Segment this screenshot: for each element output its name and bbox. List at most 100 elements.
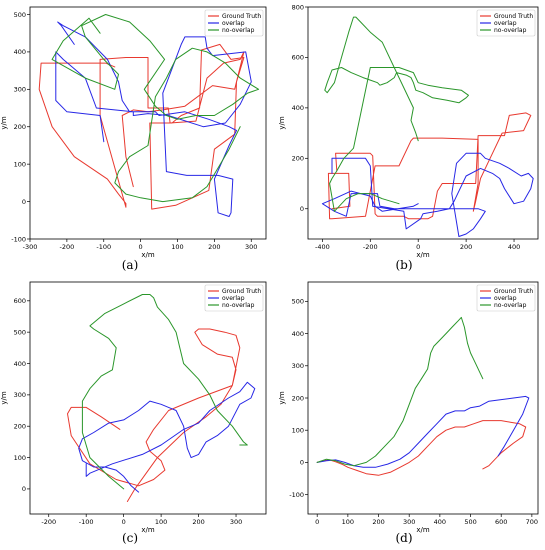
- y-tick-label: 400: [292, 104, 304, 112]
- series-line-overlap: [78, 381, 256, 493]
- x-tick-label: 200: [192, 518, 204, 526]
- x-tick-label: 300: [245, 243, 257, 251]
- legend-label-ground-truth: Ground Truth: [494, 288, 533, 295]
- y-tick-label: 100: [292, 427, 304, 435]
- y-tick-label: -100: [289, 491, 304, 499]
- y-tick-label: 800: [292, 3, 304, 11]
- series-line-overlap: [55, 21, 252, 217]
- plot-frame: [307, 6, 539, 240]
- caption-b: (b): [395, 258, 413, 272]
- plot-frame: [29, 281, 267, 515]
- x-tick-label: -300: [23, 243, 38, 251]
- legend-box: [476, 284, 536, 312]
- y-tick-label: -100: [11, 235, 26, 243]
- y-tick-label: 200: [292, 155, 304, 163]
- x-tick-label: 300: [230, 518, 242, 526]
- x-tick-label: 700: [526, 518, 538, 526]
- chart-panel-a: -300 -200 -100 0 100 200 300 -100 0 100 200 300 400 5…: [0, 0, 272, 275]
- legend-label-overlap: overlap: [222, 20, 245, 27]
- legend-box: [476, 9, 536, 37]
- chart-panel-b: -400 -200 0 200 400 0 200 400 600 800 x/m y/m Ground…: [272, 0, 545, 275]
- legend-label-overlap: overlap: [222, 295, 245, 302]
- series-line-overlap: [321, 152, 534, 237]
- y-tick-label: 100: [14, 160, 26, 168]
- y-tick-label: 200: [292, 394, 304, 402]
- x-tick-label: -200: [41, 518, 56, 526]
- legend-label-overlap: overlap: [494, 20, 517, 27]
- legend-label-ground-truth: Ground Truth: [494, 13, 533, 20]
- y-tick-label: 300: [14, 86, 26, 94]
- series-line-ground-truth: [316, 420, 527, 476]
- x-tick-label: -200: [363, 243, 378, 251]
- y-tick-label: 400: [14, 48, 26, 56]
- y-tick-label: 200: [14, 123, 26, 131]
- chart-panel-c: -200 -100 0 100 200 300 0 100 200 300 400 500 600 x/m…: [0, 275, 272, 550]
- y-tick-label: 500: [14, 328, 26, 336]
- x-tick-label: 400: [434, 518, 446, 526]
- x-tick-label: 100: [342, 518, 354, 526]
- x-axis-label: x/m: [416, 526, 430, 534]
- chart-svg-a: -300 -200 -100 0 100 200 300 -100 0 100 200 300 400 5…: [0, 6, 267, 259]
- legend-label-ground-truth: Ground Truth: [222, 288, 261, 295]
- y-axis-label: y/m: [278, 116, 286, 130]
- x-tick-label: 0: [139, 243, 143, 251]
- x-tick-label: 500: [464, 518, 476, 526]
- x-tick-label: 200: [460, 243, 472, 251]
- legend-label-no-overlap: no-overlap: [222, 302, 255, 309]
- caption-a: (a): [121, 258, 139, 272]
- x-axis-label: x/m: [141, 526, 155, 534]
- x-tick-label: 400: [508, 243, 520, 251]
- y-tick-label: 600: [292, 54, 304, 62]
- chart-svg-d: 0 100 200 300 400 500 600 700 -100 0 100 200 300 400 5…: [278, 281, 539, 534]
- y-axis-label: y/m: [0, 116, 8, 130]
- legend-box: [204, 284, 264, 312]
- y-tick-label: 0: [300, 205, 304, 213]
- y-tick-label: 100: [14, 454, 26, 462]
- series-line-no-overlap: [51, 14, 260, 203]
- y-tick-label: 0: [22, 198, 26, 206]
- legend-label-no-overlap: no-overlap: [222, 27, 255, 34]
- series-line-ground-truth: [67, 328, 241, 502]
- y-tick-label: 500: [14, 11, 26, 19]
- x-tick-label: 100: [155, 518, 167, 526]
- y-tick-label: 400: [292, 330, 304, 338]
- series-line-no-overlap: [316, 316, 484, 467]
- x-tick-label: 0: [416, 243, 420, 251]
- x-tick-label: -100: [79, 518, 94, 526]
- chart-svg-b: -400 -200 0 200 400 0 200 400 600 800 x/m y/m Ground…: [278, 3, 539, 259]
- x-tick-label: 200: [208, 243, 220, 251]
- chart-panel-d: 0 100 200 300 400 500 600 700 -100 0 100 200 300 400 5…: [272, 275, 545, 550]
- y-tick-label: 200: [14, 423, 26, 431]
- x-tick-label: -400: [315, 243, 330, 251]
- x-tick-label: 200: [372, 518, 384, 526]
- x-tick-label: -100: [96, 243, 111, 251]
- plot-frame: [29, 6, 267, 240]
- series-line-no-overlap: [81, 294, 248, 490]
- x-tick-label: 300: [403, 518, 415, 526]
- x-tick-label: -200: [59, 243, 74, 251]
- series-line-ground-truth: [38, 43, 245, 210]
- x-tick-label: 0: [315, 518, 319, 526]
- series-line-overlap: [316, 395, 530, 468]
- legend-label-no-overlap: no-overlap: [494, 27, 527, 34]
- y-tick-label: 300: [14, 391, 26, 399]
- legend-label-overlap: overlap: [494, 295, 517, 302]
- y-axis-label: y/m: [0, 391, 8, 405]
- legend-box: [204, 9, 264, 37]
- x-axis-label: x/m: [416, 251, 430, 259]
- x-tick-label: 0: [122, 518, 126, 526]
- caption-d: (d): [395, 531, 413, 545]
- x-tick-label: 600: [495, 518, 507, 526]
- series-line-ground-truth: [327, 112, 532, 220]
- chart-svg-c: -200 -100 0 100 200 300 0 100 200 300 400 500 600 x/m…: [0, 281, 267, 534]
- legend-label-ground-truth: Ground Truth: [222, 13, 261, 20]
- caption-c: (c): [121, 531, 139, 545]
- y-tick-label: 600: [14, 297, 26, 305]
- y-tick-label: 500: [292, 298, 304, 306]
- plot-frame: [307, 281, 539, 515]
- series-line-no-overlap: [324, 16, 469, 212]
- x-axis-label: x/m: [141, 251, 155, 259]
- y-tick-label: 300: [292, 362, 304, 370]
- legend-label-no-overlap: no-overlap: [494, 302, 527, 309]
- y-axis-label: y/m: [278, 391, 286, 405]
